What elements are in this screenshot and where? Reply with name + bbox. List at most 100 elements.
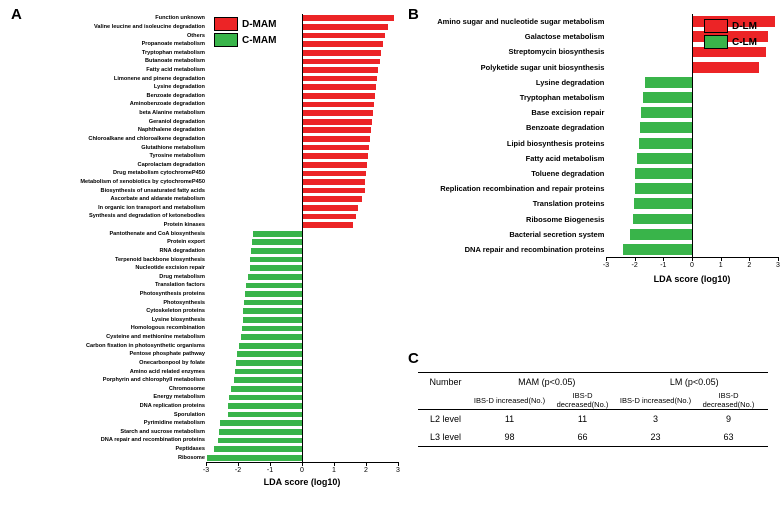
- panel-a-bar: [228, 403, 303, 409]
- panel-b-bar-row: Ribosome Biogenesis: [408, 211, 778, 226]
- panel-b-bar-row: Toluene degradation: [408, 166, 778, 181]
- figure-page: { "colors": { "red": "#ec2426", "green":…: [0, 0, 784, 507]
- panel-a-bar-label: In organic ion transport and metabolism: [8, 205, 207, 211]
- legend-label: C-MAM: [242, 35, 276, 46]
- panel-a-tick: [206, 462, 207, 466]
- panel-a-bar: [244, 300, 303, 306]
- panel-a-bar-row: Cytoskeleton proteins: [8, 307, 398, 316]
- panel-a-bar-label: Carbon fixation in photosynthetic organi…: [8, 343, 207, 349]
- panel-b-bar: [637, 153, 694, 164]
- panel-a-bar: [207, 455, 303, 461]
- panel-b-tick: [606, 257, 607, 261]
- panel-a-bar-label: beta Alanine metabolism: [8, 110, 207, 116]
- panel-a-bar-label: Benzoate degradation: [8, 93, 207, 99]
- panel-a-bar: [246, 283, 303, 289]
- panel-b-bar: [634, 198, 694, 209]
- panel-a-bar-label: Terpenoid backbone biosynthesis: [8, 257, 207, 263]
- panel-a-bar-row: Function unknown: [8, 14, 398, 23]
- panel-a-bar-row: Others: [8, 31, 398, 40]
- panel-a-bar-row: Pantothenate and CoA biosynthesis: [8, 229, 398, 238]
- table-header-group-mam: MAM (p<0.05): [473, 377, 621, 387]
- panel-a-bar-row: Homologous recombination: [8, 324, 398, 333]
- panel-a-bar-row: Glutathione metabolism: [8, 143, 398, 152]
- panel-a-bar-row: Protein export: [8, 238, 398, 247]
- panel-b-legend-item: D-LM: [704, 19, 757, 33]
- panel-a-zero-line: [302, 14, 303, 462]
- panel-b-bar-row: DNA repair and recombination proteins: [408, 242, 778, 257]
- panel-a-bar: [303, 162, 367, 168]
- panel-a-bar-label: Porphyrin and chlorophyll metabolism: [8, 377, 207, 383]
- panel-a-bar: [248, 274, 303, 280]
- panel-b-bar-row: Tryptophan metabolism: [408, 90, 778, 105]
- panel-a-bar-label: Photosynthesis proteins: [8, 291, 207, 297]
- panel-b-bar-label: Lysine degradation: [408, 78, 607, 87]
- panel-a-bar-row: Fatty acid metabolism: [8, 66, 398, 75]
- panel-b-bar-row: Translation proteins: [408, 196, 778, 211]
- panel-a-bar-row: Geraniol degradation: [8, 117, 398, 126]
- panel-a-bar: [303, 67, 378, 73]
- panel-a: A Function unknownValine leucine and iso…: [8, 6, 400, 501]
- panel-a-bar-row: Amino acid related enzymes: [8, 367, 398, 376]
- panel-a-bar: [242, 326, 303, 332]
- panel-b-bar: [645, 77, 694, 88]
- panel-b: B Amino sugar and nucleotide sugar metab…: [408, 6, 780, 298]
- panel-b-tick: [692, 257, 693, 261]
- panel-a-bar: [251, 248, 303, 254]
- panel-b-bar: [633, 214, 694, 225]
- panel-a-bar-label: Geraniol degradation: [8, 119, 207, 125]
- panel-b-bar: [623, 244, 693, 255]
- panel-b-bar: [630, 229, 693, 240]
- panel-a-bar-row: beta Alanine metabolism: [8, 109, 398, 118]
- panel-a-tick-label: 1: [324, 467, 344, 474]
- panel-a-bar-label: Caprolactam degradation: [8, 162, 207, 168]
- table-cell: 98: [473, 432, 546, 442]
- panel-a-bar-row: In organic ion transport and metabolism: [8, 204, 398, 213]
- table-row: L3 level98662363: [418, 428, 768, 446]
- panel-a-tick-label: 3: [388, 467, 408, 474]
- panel-a-bar-label: Homologous recombination: [8, 325, 207, 331]
- legend-label: D-LM: [732, 21, 757, 32]
- panel-a-tick-label: 0: [292, 467, 312, 474]
- panel-a-chart: Function unknownValine leucine and isole…: [8, 14, 400, 489]
- panel-a-bar-label: Glutathione metabolism: [8, 145, 207, 151]
- table-cell: 11: [473, 414, 546, 424]
- panel-a-bar: [234, 377, 303, 383]
- panel-a-bar-row: Pentose phosphate pathway: [8, 350, 398, 359]
- table-cell: 63: [692, 432, 765, 442]
- panel-a-bar-row: DNA repair and recombination proteins: [8, 436, 398, 445]
- panel-b-bar-row: Replication recombination and repair pro…: [408, 181, 778, 196]
- panel-a-bar: [303, 196, 362, 202]
- panel-a-bar: [229, 395, 303, 401]
- panel-b-tick-label: 3: [768, 262, 784, 269]
- panel-b-bar: [639, 138, 693, 149]
- panel-a-bar: [303, 214, 356, 220]
- panel-a-bar-row: Nucleotide excision repair: [8, 264, 398, 273]
- table-cell: 3: [619, 414, 692, 424]
- panel-a-bar-row: Ribosome: [8, 453, 398, 462]
- panel-b-bar-row: Fatty acid metabolism: [408, 151, 778, 166]
- panel-a-bar: [303, 59, 380, 65]
- panel-c: C Number MAM (p<0.05) LM (p<0.05) IBS-D …: [408, 350, 768, 480]
- legend-label: D-MAM: [242, 19, 276, 30]
- panel-a-bar-label: Lysine biosynthesis: [8, 317, 207, 323]
- panel-c-table: Number MAM (p<0.05) LM (p<0.05) IBS-D in…: [418, 372, 768, 447]
- panel-a-bar-label: Pantothenate and CoA biosynthesis: [8, 231, 207, 237]
- panel-a-bar: [303, 110, 373, 116]
- panel-a-bar: [303, 153, 368, 159]
- panel-a-bar-row: RNA degradation: [8, 247, 398, 256]
- panel-a-bar: [303, 102, 374, 108]
- panel-a-bar-row: Translation factors: [8, 281, 398, 290]
- panel-a-bar-label: Pentose phosphate pathway: [8, 351, 207, 357]
- panel-a-bar-label: Drug metabolism cytochromeP450: [8, 170, 207, 176]
- table-header-row1: Number MAM (p<0.05) LM (p<0.05): [418, 373, 768, 391]
- panel-a-bar-label: DNA replication proteins: [8, 403, 207, 409]
- panel-a-bar: [252, 239, 303, 245]
- panel-a-bar-label: Onecarbonpool by folate: [8, 360, 207, 366]
- panel-a-bar-label: Nucleotide excision repair: [8, 265, 207, 271]
- panel-a-bar: [303, 188, 365, 194]
- panel-a-bar-row: Photosynthesis: [8, 298, 398, 307]
- panel-b-zero-line: [692, 14, 693, 257]
- panel-a-bar-label: Biosynthesis of unsaturated fatty acids: [8, 188, 207, 194]
- panel-a-bar-label: Drug metabolism: [8, 274, 207, 280]
- panel-a-bar: [250, 265, 303, 271]
